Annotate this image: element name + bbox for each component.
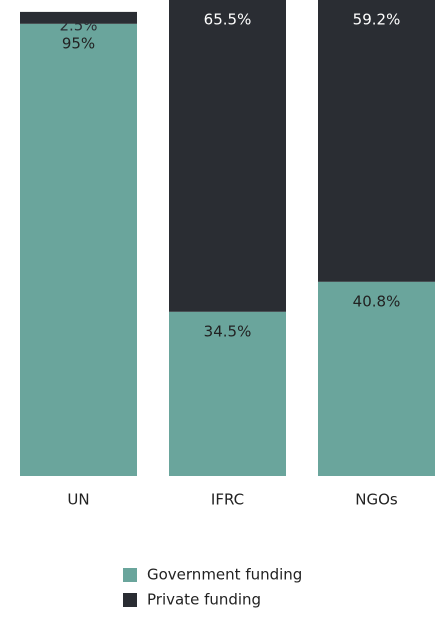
value-label: 95%: [62, 34, 95, 52]
value-label: 59.2%: [353, 11, 401, 29]
legend-swatch: [123, 568, 137, 582]
legend-label: Government funding: [147, 566, 302, 584]
value-label: 40.8%: [353, 292, 401, 310]
x-tick-label: IFRC: [211, 491, 244, 509]
value-label: 34.5%: [204, 322, 252, 340]
bar-segment: [20, 23, 137, 477]
bar-segment: [318, 281, 435, 476]
bar-segment: [318, 0, 435, 282]
value-label: 2.5%: [59, 16, 97, 34]
bar-segment: [20, 11, 137, 24]
legend-swatch: [123, 593, 137, 607]
value-label: 65.5%: [204, 11, 252, 29]
x-tick-label: NGOs: [355, 491, 398, 509]
bar-segment: [169, 0, 286, 312]
x-tick-label: UN: [67, 491, 89, 509]
bar-segment: [169, 311, 286, 476]
legend-label: Private funding: [147, 591, 261, 609]
